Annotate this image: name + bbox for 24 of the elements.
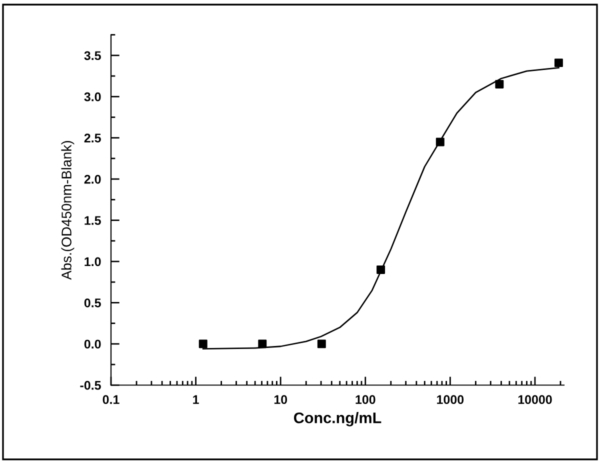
y-tick-label: 2.0 [84,174,101,184]
point [495,80,504,88]
x-tick-label: 1000 [437,395,464,404]
x-axis-title: Conc.ng/mL [294,412,382,426]
x-tick-label: 1 [193,395,199,404]
point [198,340,208,348]
point [317,340,326,348]
x-tick-label: 0.1 [102,395,120,404]
y-tick-label: 2.5 [84,134,101,142]
y-tick-label: 0.0 [84,340,101,349]
point [258,340,267,348]
point [554,58,563,68]
x-tick-label: 10000 [518,395,552,404]
y-tick-label: 3.0 [84,92,101,102]
point [436,138,444,146]
y-tick-label: 0.5 [84,298,101,308]
x-tick-label: 100 [356,395,376,404]
y-tick-label: -0.5 [80,380,101,390]
y-tick-label: 3.5 [84,51,101,60]
y-tick-label: 1.0 [84,257,101,266]
y-tick-label: 1.5 [84,216,101,225]
x-tick-label: 10 [274,395,288,404]
point [376,265,386,274]
y-axis-title: Abs.(OD450nm-Blank) [61,140,74,280]
